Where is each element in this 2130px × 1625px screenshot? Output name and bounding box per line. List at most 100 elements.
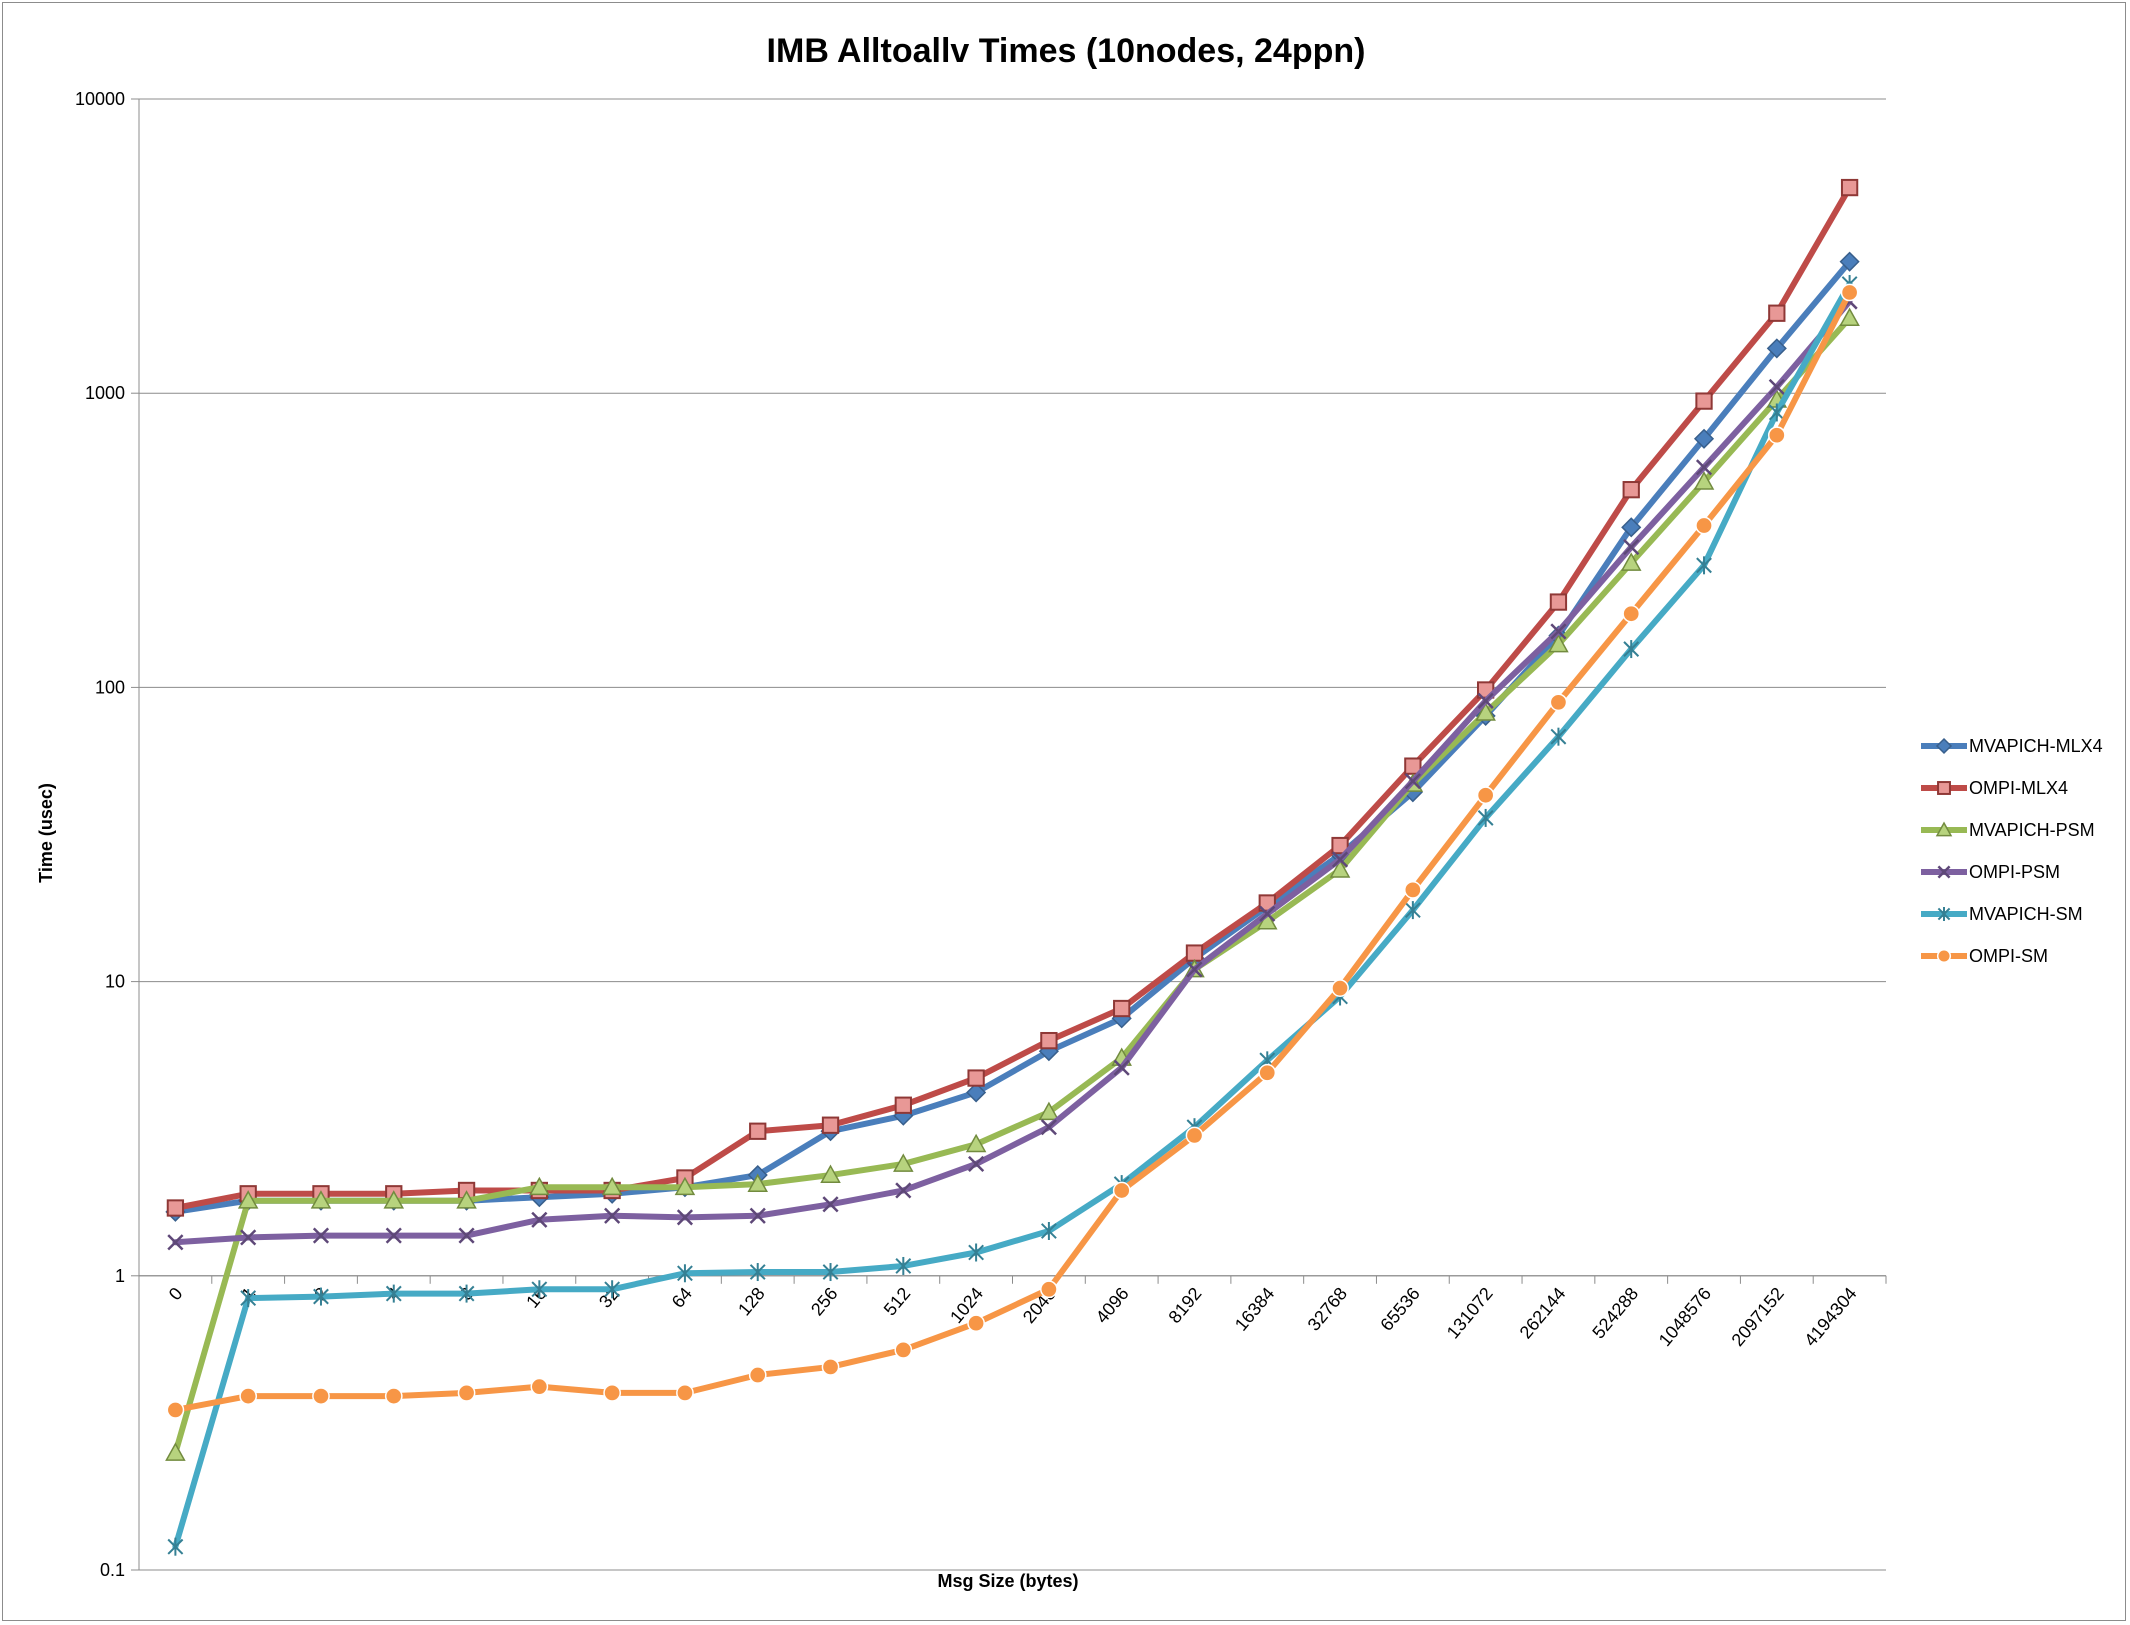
x-tick-label: 2097152 [1728,1284,1788,1351]
data-point [968,1155,985,1173]
series-mvapich-mlx4 [165,251,1860,1222]
data-point [821,1116,840,1134]
data-point [1475,702,1496,721]
y-tick-label: 0.1 [100,1560,125,1580]
data-point [1113,999,1131,1018]
data-point [1937,865,1951,879]
x-tick-label: 32768 [1304,1284,1352,1335]
data-point [1695,459,1713,476]
data-point [456,1190,477,1209]
legend-label: OMPI-SM [1969,946,2048,966]
data-point [1840,178,1859,197]
data-point [822,1263,839,1282]
data-point [968,1243,985,1262]
legend: MVAPICH-MLX4 OMPI-MLX4 MVAPICH-PSM OMPI-PSM… [1921,736,2103,966]
data-point [603,1384,621,1402]
y-tick-label: 1 [115,1266,125,1286]
data-point [965,1133,987,1153]
y-tick-label: 1000 [85,383,125,403]
y-tick-label: 10000 [75,89,125,109]
x-tick-label: 4194304 [1800,1284,1860,1351]
data-point [1185,944,1204,962]
data-point [604,1207,621,1224]
data-point [748,1366,767,1384]
x-tick-label: 131072 [1443,1284,1497,1343]
data-point [604,1280,621,1299]
data-point [458,1227,475,1244]
data-point [601,1176,623,1196]
legend-label: MVAPICH-PSM [1969,820,2095,840]
data-point [1768,378,1785,396]
data-point [1766,338,1787,359]
legend-entry: MVAPICH-PSM [1921,820,2095,840]
data-point [1936,948,1952,964]
x-tick-label: 128 [734,1284,769,1320]
x-axis-title: Msg Size (bytes) [937,1571,1078,1591]
data-point [166,1199,185,1217]
y-tick-label: 100 [95,677,125,697]
chart: IMB Alltoallv Times (10nodes, 24ppn) 0.1… [36,32,2103,1591]
series-mvapich-sm [167,275,1858,1556]
series-ompi-psm [167,293,1858,1251]
data-point [747,1173,769,1193]
data-point [967,1314,985,1333]
series-line [172,258,1853,1215]
data-point [1696,556,1712,575]
legend-label: OMPI-MLX4 [1969,778,2068,798]
data-point [1185,1126,1204,1145]
data-point [1768,403,1785,422]
data-point [677,1264,693,1283]
x-tick-label: 4096 [1092,1284,1133,1328]
data-point [1695,516,1713,535]
data-point [676,1209,694,1226]
data-point [530,1377,549,1396]
data-point [895,1256,912,1275]
gridlines [139,98,1886,1277]
data-point [821,1358,840,1376]
x-tick-label: 65536 [1376,1284,1424,1335]
series-ompi-mlx4 [166,178,1859,1217]
y-tick-label: 10 [105,972,125,992]
data-point [1621,517,1642,538]
data-point [966,1082,987,1103]
data-point [1112,1181,1131,1200]
data-point [1549,693,1568,712]
legend-entry: OMPI-MLX4 [1921,778,2068,798]
data-point [1331,851,1349,868]
data-point [384,1387,403,1405]
data-point [894,1096,912,1114]
series-line [172,298,1853,1246]
data-point [1040,1119,1057,1136]
data-point [893,1153,914,1172]
data-point [822,1196,839,1213]
data-point [674,1176,696,1196]
data-point [165,1442,186,1461]
x-tick-label: 524288 [1588,1284,1642,1343]
data-point [1404,901,1421,920]
data-point [312,1227,330,1244]
data-point [1258,1063,1277,1082]
data-point [167,1537,184,1556]
data-point [820,1164,841,1184]
x-tick-label: 64 [668,1284,696,1312]
data-point [531,1211,548,1228]
data-point [383,1190,405,1209]
data-point [1040,1280,1058,1299]
x-tick-label: 512 [880,1284,915,1320]
series-ompi-sm [166,283,1859,1419]
data-point [1329,859,1351,878]
data-point [1477,692,1494,709]
data-point [1937,907,1951,921]
data-point [1839,307,1860,327]
data-point [1549,593,1568,611]
data-point [1839,251,1860,272]
data-point [967,1069,985,1087]
data-point [1767,426,1786,445]
data-point [1040,1221,1057,1240]
data-point [1622,481,1640,499]
data-point [1622,604,1641,623]
x-tick-label: 8192 [1164,1284,1205,1328]
x-tick-label: 16384 [1231,1284,1279,1335]
data-point [1040,1031,1058,1050]
data-point [458,1284,475,1303]
